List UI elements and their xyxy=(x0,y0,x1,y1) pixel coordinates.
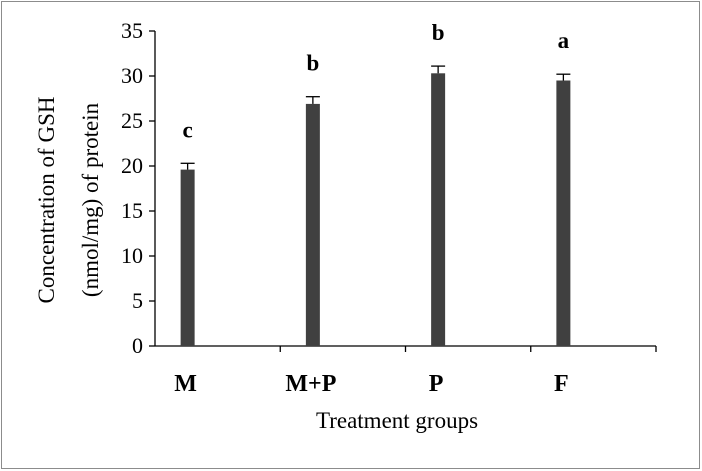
significance-letter: b xyxy=(432,20,445,45)
y-axis-title-line2: (nmol/mg) of protein xyxy=(78,102,103,297)
y-tick-label: 20 xyxy=(121,153,143,178)
bar xyxy=(556,80,571,346)
y-axis: 0 5 10 15 20 25 30 35 xyxy=(121,18,156,358)
y-tick-label: 25 xyxy=(121,108,143,133)
significance-letter: c xyxy=(183,117,193,142)
x-axis: M M+P P F xyxy=(155,345,657,397)
x-tick-label: M xyxy=(174,371,197,397)
bar xyxy=(180,169,195,346)
y-tick-label: 35 xyxy=(121,18,143,43)
x-tick-label: M+P xyxy=(285,371,336,397)
significance-letter: b xyxy=(306,51,319,76)
x-axis-title: Treatment groups xyxy=(316,408,478,433)
bar xyxy=(431,73,446,347)
x-tick-label: P xyxy=(429,371,444,397)
y-tick-label: 0 xyxy=(132,333,143,358)
bar xyxy=(305,103,320,347)
bars xyxy=(180,65,571,347)
significance-letters: c b b a xyxy=(183,20,570,142)
y-tick-label: 15 xyxy=(121,198,143,223)
y-tick-label: 30 xyxy=(121,63,143,88)
axis-titles: Treatment groups Concentration of GSH (n… xyxy=(34,97,478,433)
y-tick-label: 10 xyxy=(121,243,143,268)
y-tick-label: 5 xyxy=(132,288,143,313)
y-axis-title-line1: Concentration of GSH xyxy=(34,97,59,304)
significance-letter: a xyxy=(558,28,570,53)
x-tick-label: F xyxy=(554,371,569,397)
